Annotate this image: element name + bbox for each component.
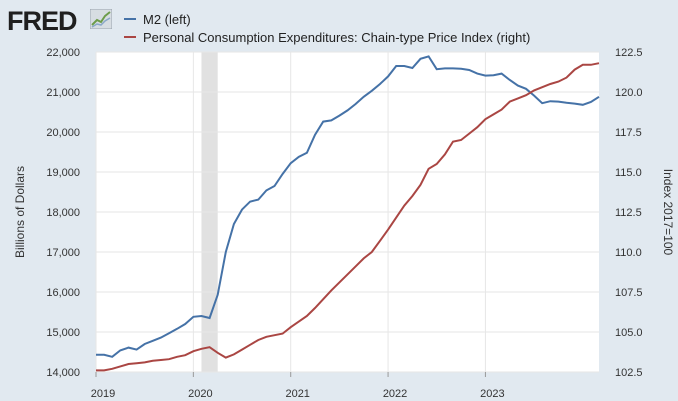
left-tick-label: 16,000 [46, 287, 80, 299]
legend-swatch-pce [124, 36, 136, 38]
x-axis-ticks: 2019 2020 2021 2022 2023 [91, 372, 505, 400]
left-tick-label: 19,000 [46, 167, 80, 179]
x-tick-label: 2023 [480, 388, 504, 400]
legend-item-pce[interactable]: Personal Consumption Expenditures: Chain… [124, 28, 530, 46]
line-chart-icon [90, 9, 112, 29]
chart-header: FRED M2 (left) Personal Consumption Expe… [0, 0, 678, 46]
right-tick-label: 117.5 [615, 127, 642, 139]
legend: M2 (left) Personal Consumption Expenditu… [124, 10, 530, 46]
legend-item-m2[interactable]: M2 (left) [124, 10, 530, 28]
right-axis-title: Index 2017=100 [661, 169, 675, 256]
left-axis-title: Billions of Dollars [13, 166, 27, 258]
gridlines [95, 51, 599, 373]
left-tick-label: 18,000 [46, 207, 80, 219]
right-tick-label: 107.5 [615, 287, 643, 299]
right-tick-label: 105.0 [615, 327, 643, 339]
left-tick-label: 15,000 [46, 327, 80, 339]
x-tick-label: 2022 [383, 388, 407, 400]
left-axis-ticks: 14,000 15,000 16,000 17,000 18,000 19,000 20,0… [46, 47, 80, 379]
x-tick-label: 2021 [285, 388, 309, 400]
right-tick-label: 122.5 [615, 47, 643, 59]
legend-label-m2: M2 (left) [143, 11, 191, 27]
left-tick-label: 21,000 [46, 87, 80, 99]
right-tick-label: 120.0 [615, 87, 643, 99]
right-tick-label: 115.0 [615, 167, 642, 179]
series-line-pce [96, 62, 600, 372]
series-line-m2 [96, 55, 600, 358]
left-tick-label: 17,000 [46, 247, 80, 259]
right-tick-label: 110.0 [615, 247, 642, 259]
x-tick-label: 2019 [91, 388, 115, 400]
left-tick-label: 22,000 [46, 47, 80, 59]
left-tick-label: 20,000 [46, 127, 80, 139]
right-tick-label: 112.5 [615, 207, 642, 219]
legend-swatch-m2 [124, 18, 136, 20]
left-tick-label: 14,000 [46, 367, 80, 379]
fred-logo[interactable]: FRED [7, 6, 77, 36]
right-tick-label: 102.5 [615, 367, 643, 379]
legend-label-pce: Personal Consumption Expenditures: Chain… [143, 29, 531, 45]
right-axis-ticks: 102.5 105.0 107.5 110.0 112.5 115.0 117.5 120.0… [615, 47, 643, 379]
x-tick-label: 2020 [188, 388, 212, 400]
